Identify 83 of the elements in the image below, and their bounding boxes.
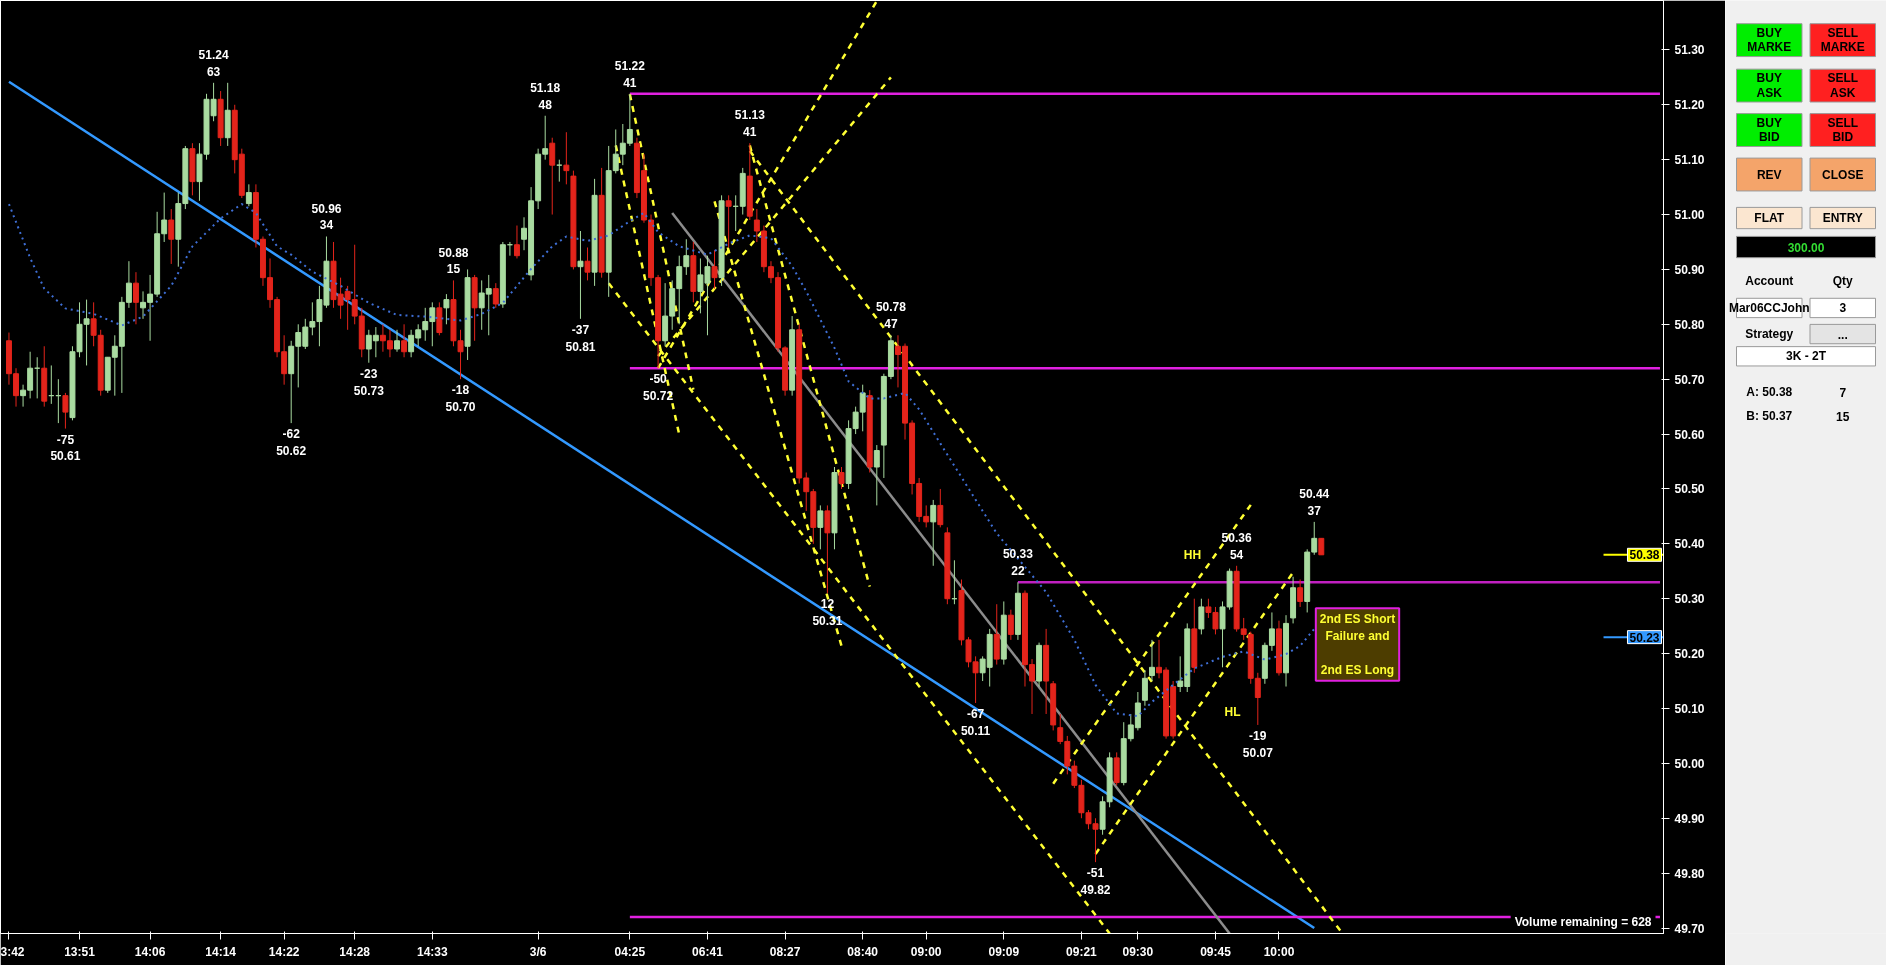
- annotation: -18 50.70: [445, 383, 476, 414]
- y-tick-label: 50.50: [1674, 482, 1705, 497]
- annotation: -37 50.81: [565, 322, 596, 354]
- text: 2nd ES Short Failure and 2nd ES Long: [1319, 612, 1396, 677]
- text: BUY ASK: [1756, 71, 1783, 100]
- text: ...: [1837, 327, 1848, 342]
- text: 3: [1839, 301, 1847, 316]
- y-tick-label: 50.80: [1674, 317, 1705, 332]
- annotation: HL: [1224, 704, 1241, 719]
- y-tick-label: 50.40: [1674, 537, 1705, 552]
- y-tick-label: 49.90: [1674, 811, 1705, 826]
- text: SELL ASK: [1827, 71, 1859, 100]
- annotation: 12 50.31: [812, 597, 843, 629]
- x-tick-label: 09:45: [1200, 944, 1232, 959]
- annotation: -19 50.07: [1242, 728, 1274, 760]
- ref-line-label: 50.38: [1629, 548, 1660, 563]
- text: 300.00: [1787, 240, 1825, 255]
- text: REV: [1756, 167, 1782, 182]
- annotation: 50.88 15: [438, 245, 469, 277]
- annotation: 50.36 54: [1221, 530, 1252, 562]
- text: Account: [1745, 273, 1794, 288]
- text: 3K - 2T: [1786, 349, 1827, 364]
- annotation: -50 50.72: [643, 372, 674, 404]
- text: 15: [1836, 409, 1850, 424]
- x-tick-label: 09:00: [910, 944, 942, 959]
- text: CLOSE: [1822, 167, 1864, 182]
- y-tick-label: 49.80: [1674, 866, 1705, 881]
- annotation: 51.22 41: [614, 59, 646, 90]
- x-tick-label: 09:21: [1066, 944, 1098, 959]
- y-tick-label: 51.30: [1674, 43, 1705, 58]
- y-tick-label: 50.30: [1674, 592, 1705, 607]
- text: 7: [1839, 385, 1847, 400]
- x-tick-label: 08:40: [847, 944, 879, 959]
- text: SELL BID: [1827, 115, 1859, 145]
- annotation: 51.18 48: [530, 80, 561, 112]
- annotation: -51 49.82: [1080, 866, 1111, 897]
- text: ENTRY: [1822, 211, 1863, 226]
- x-tick-label: 14:28: [339, 944, 371, 959]
- y-tick-label: 49.70: [1674, 921, 1705, 936]
- x-tick-label: 3:42: [0, 944, 25, 959]
- x-tick-label: 3/6: [529, 944, 547, 959]
- x-tick-label: 10:00: [1263, 944, 1295, 959]
- x-tick-label: 08:27: [769, 944, 801, 959]
- x-tick-label: 14:22: [268, 944, 300, 959]
- text: BUY BID: [1756, 115, 1782, 145]
- y-tick-label: 50.00: [1674, 756, 1705, 771]
- text: Qty: [1832, 273, 1854, 288]
- annotation: -62 50.62: [276, 427, 307, 458]
- annotation: -67 50.11: [960, 706, 991, 738]
- y-tick-label: 51.00: [1674, 208, 1705, 223]
- x-tick-label: 13:51: [64, 944, 96, 959]
- x-tick-label: 04:25: [614, 944, 646, 959]
- text: FLAT: [1754, 211, 1785, 226]
- y-tick-label: 50.20: [1674, 647, 1705, 662]
- y-tick-label: 50.60: [1674, 427, 1705, 442]
- text: Mar06CCJohn: [1728, 300, 1810, 315]
- annotation: Volume remaining = 628: [1514, 914, 1652, 929]
- x-tick-label: 14:14: [205, 944, 237, 959]
- y-tick-label: 50.70: [1674, 372, 1705, 387]
- x-tick-label: 09:09: [988, 944, 1020, 959]
- annotation: -75 50.61: [50, 432, 81, 464]
- annotation: 50.78 47: [875, 300, 907, 332]
- annotation: HH: [1183, 547, 1202, 562]
- x-tick-label: 06:41: [692, 944, 724, 959]
- ref-line-label: 50.23: [1629, 630, 1660, 645]
- x-tick-label: 14:33: [416, 944, 448, 959]
- annotation: 51.24 63: [198, 48, 229, 79]
- text: BUY MARKE: [1747, 25, 1792, 55]
- x-tick-label: 14:06: [134, 944, 166, 959]
- annotation: 51.13 41: [734, 108, 766, 140]
- y-tick-label: 50.10: [1674, 701, 1705, 716]
- text: A: 50.38: [1746, 385, 1793, 400]
- text: Strategy: [1745, 327, 1794, 342]
- annotation: 50.44 37: [1299, 487, 1330, 518]
- text: B: 50.37: [1746, 409, 1793, 424]
- y-tick-label: 51.20: [1674, 98, 1705, 113]
- x-tick-label: 09:30: [1122, 944, 1154, 959]
- annotation: -23 50.73: [353, 366, 385, 398]
- y-tick-label: 50.90: [1674, 262, 1705, 277]
- text: SELL MARKE: [1820, 25, 1865, 55]
- y-tick-label: 51.10: [1674, 153, 1705, 168]
- annotation: 50.33 22: [1002, 547, 1034, 579]
- annotation: 50.96 34: [311, 201, 342, 233]
